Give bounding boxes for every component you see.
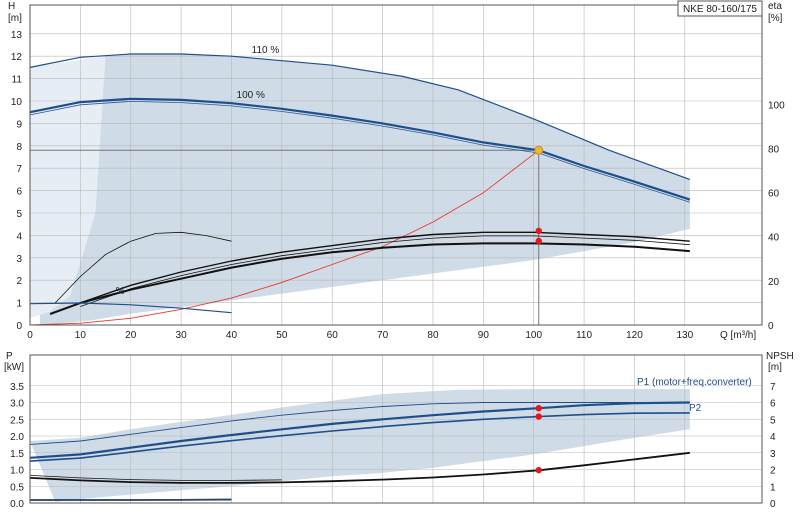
chart-title: NKE 80-160/175: [683, 4, 757, 15]
top-y-tick-label: 11: [12, 75, 23, 86]
bottom-y2-tick-label: 7: [770, 382, 776, 393]
title-box-frame: [677, 0, 763, 17]
bottom-series-group: [29, 401, 690, 501]
top-operating-region: [30, 54, 690, 325]
power-marker: [535, 404, 542, 412]
series-line-eta-upper-2: [80, 235, 690, 307]
x-axis-title: Q [m³/h]: [720, 330, 756, 341]
top-y-tick-label: 13: [11, 30, 23, 41]
top-y-tick-label: 8: [16, 142, 22, 153]
bottom-y-axis-unit: [kW]: [4, 362, 24, 373]
x-tick-label: 110: [576, 330, 592, 341]
top-y-tick-label: 6: [16, 187, 22, 198]
top-y-tick-label: 9: [16, 119, 22, 130]
x-tick-label: 50: [276, 330, 288, 341]
top-y-tick-label: 12: [11, 52, 23, 63]
bottom-y2-tick-label: 5: [770, 415, 776, 426]
top-y2-tick-label: 80: [768, 144, 780, 155]
eta-marker: [535, 237, 542, 245]
bottom-y2-tick-label: 6: [770, 399, 776, 410]
x-tick-label: 90: [478, 330, 490, 341]
top-y-tick-label: 1: [16, 299, 22, 310]
series-line-eta-min: [54, 231, 232, 304]
series-line-npsh: [29, 451, 690, 484]
bottom-y2-axis-unit: [m]: [768, 362, 782, 373]
bottom-y2-tick-label: 4: [770, 432, 776, 443]
bottom-y2-axis-title: NPSH: [766, 351, 794, 362]
bottom-frame: [29, 354, 763, 504]
top-region-fill: [30, 54, 690, 325]
x-tick-label: 80: [427, 330, 439, 341]
x-tick-label: 60: [327, 330, 339, 341]
x-tick-label: 30: [176, 330, 188, 341]
bottom-y-tick-label: 0.0: [10, 499, 24, 510]
series-line-p1-110: [29, 402, 690, 445]
top-y2-axis-title: eta: [768, 1, 782, 12]
curve-label-100: 100 %: [237, 90, 265, 101]
top-series-group: [29, 53, 691, 326]
top-y-tick-label: 7: [16, 164, 22, 175]
x-tick-label: 0: [27, 330, 33, 341]
series-line-100-shadow: [29, 100, 690, 203]
x-tick-label: 130: [676, 330, 693, 341]
bottom-y2-tick-label: 3: [770, 449, 776, 460]
top-frame: [29, 4, 763, 326]
top-y-tick-label: 2: [16, 276, 22, 287]
top-grid: [29, 5, 762, 326]
bottom-y-tick-label: 0.5: [10, 482, 24, 493]
series-line-p2: [29, 412, 690, 462]
top-y-tick-label: 0: [16, 321, 22, 332]
series-line-100: [29, 97, 691, 201]
eta-marker: [535, 227, 542, 235]
bottom-y-tick-label: 2.0: [10, 432, 24, 443]
duty-point-marker: [534, 145, 544, 155]
x-tick-label: 10: [75, 330, 87, 341]
top-markers: [534, 145, 544, 245]
top-y2-tick-label: 20: [768, 277, 780, 288]
bottom-y-tick-label: 3.0: [10, 399, 24, 410]
top-y-tick-label: 5: [16, 209, 22, 220]
series-line-eta-lower: [49, 242, 690, 315]
bottom-y-tick-label: 3.5: [10, 382, 24, 393]
x-tick-label: 20: [125, 330, 137, 341]
bottom-y-tick-label: 1.0: [10, 466, 24, 477]
x-tick-label: 120: [626, 330, 643, 341]
power-marker: [535, 413, 542, 420]
x-tick-label: 100: [525, 330, 542, 341]
x-tick-label: 70: [377, 330, 389, 341]
top-region-light: [30, 56, 106, 319]
series-label-p2: P2: [689, 403, 702, 414]
curve-label-min: %: [116, 286, 125, 297]
series-label-p1: P1 (motor+freq.converter): [637, 377, 752, 388]
top-y2-tick-label: 100: [768, 100, 785, 111]
top-y-axis-unit: [m]: [8, 13, 22, 24]
series-line-npsh-2: [29, 475, 282, 481]
bottom-y-tick-label: 2.5: [10, 415, 24, 426]
bottom-y2-tick-label: 1: [770, 482, 776, 493]
top-y2-tick-label: 40: [768, 233, 780, 244]
series-line-p1: [29, 401, 690, 459]
tick-labels: 0 10 20 30 40 50 60 70 80 90 100 110 120 130012345678…: [10, 30, 785, 510]
series-line-system: [29, 149, 539, 326]
bottom-y2-tick-label: 0: [770, 499, 776, 510]
curve-label-110: 110 %: [252, 45, 280, 56]
bottom-y-axis-title: P: [6, 351, 13, 362]
top-y-tick-label: 3: [16, 254, 22, 265]
top-y2-tick-label: 0: [768, 321, 774, 332]
top-y-axis-title: H: [8, 1, 15, 12]
top-y2-tick-label: 60: [768, 189, 780, 200]
bottom-y2-tick-label: 2: [770, 466, 776, 477]
series-line-eta-upper: [80, 231, 690, 304]
title-box: NKE 80-160/175: [677, 0, 763, 17]
top-y-tick-label: 4: [16, 231, 22, 242]
series-line-min-speed: [29, 302, 232, 314]
series-line-110: [29, 53, 691, 180]
bottom-markers: [535, 404, 542, 474]
power-marker: [535, 466, 542, 474]
x-tick-label: 40: [226, 330, 238, 341]
bottom-y-tick-label: 1.5: [10, 449, 24, 460]
top-y2-axis-unit: [%]: [768, 13, 783, 24]
top-y-tick-label: 10: [11, 97, 23, 108]
